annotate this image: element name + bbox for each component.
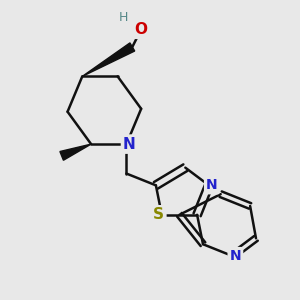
Text: N: N — [230, 249, 241, 263]
Text: S: S — [153, 207, 164, 222]
Text: H: H — [119, 11, 128, 24]
Text: N: N — [123, 136, 136, 152]
Polygon shape — [82, 43, 135, 76]
Text: N: N — [206, 178, 218, 192]
Polygon shape — [60, 144, 91, 160]
Text: O: O — [135, 22, 148, 37]
